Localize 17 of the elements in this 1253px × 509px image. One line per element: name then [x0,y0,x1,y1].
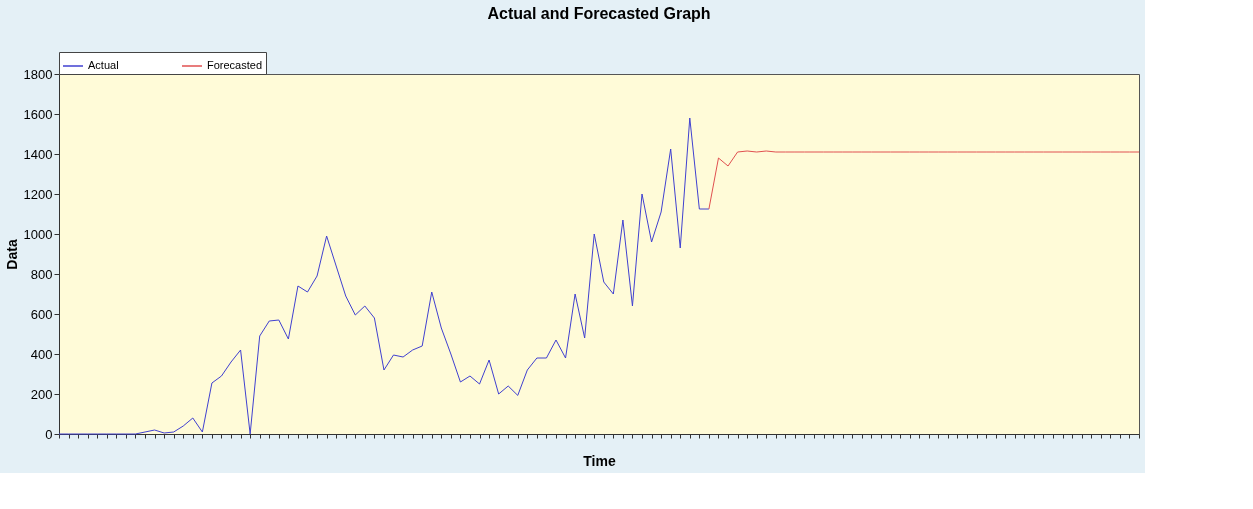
y-tick-label: 1200 [23,186,53,202]
y-tick-label: 400 [30,346,53,362]
y-tick-label: 1000 [23,226,53,242]
line-series [58,117,710,435]
y-axis-title: Data [3,239,20,270]
x-axis-title: Time [583,452,616,469]
y-tick-label: 1400 [23,146,53,162]
legend-label: Forecasted [207,59,263,71]
chart-title: Actual and Forecasted Graph [487,4,711,22]
y-tick-label: 600 [30,306,53,322]
y-tick-label: 0 [45,426,53,442]
y-tick-label: 1800 [23,66,53,82]
y-tick-label: 800 [30,266,53,282]
y-tick-label: 1600 [23,106,53,122]
line-series [708,150,1140,210]
legend-label: Actual [88,59,119,71]
y-tick-label: 200 [30,386,53,402]
